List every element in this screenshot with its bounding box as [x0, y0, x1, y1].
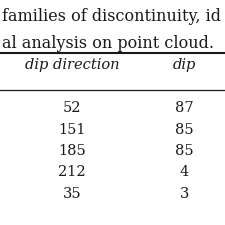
Text: 85: 85	[175, 123, 194, 137]
Text: 35: 35	[63, 187, 81, 201]
Text: 87: 87	[175, 101, 194, 115]
Text: al analysis on point cloud.: al analysis on point cloud.	[2, 35, 214, 52]
Text: families of discontinuity, id: families of discontinuity, id	[2, 8, 221, 25]
Text: 52: 52	[63, 101, 81, 115]
Text: 3: 3	[180, 187, 189, 201]
Text: 151: 151	[58, 123, 86, 137]
Text: dip direction: dip direction	[25, 58, 119, 72]
Text: 4: 4	[180, 165, 189, 179]
Text: dip: dip	[173, 58, 196, 72]
Text: 185: 185	[58, 144, 86, 158]
Text: 85: 85	[175, 144, 194, 158]
Text: 212: 212	[58, 165, 86, 179]
